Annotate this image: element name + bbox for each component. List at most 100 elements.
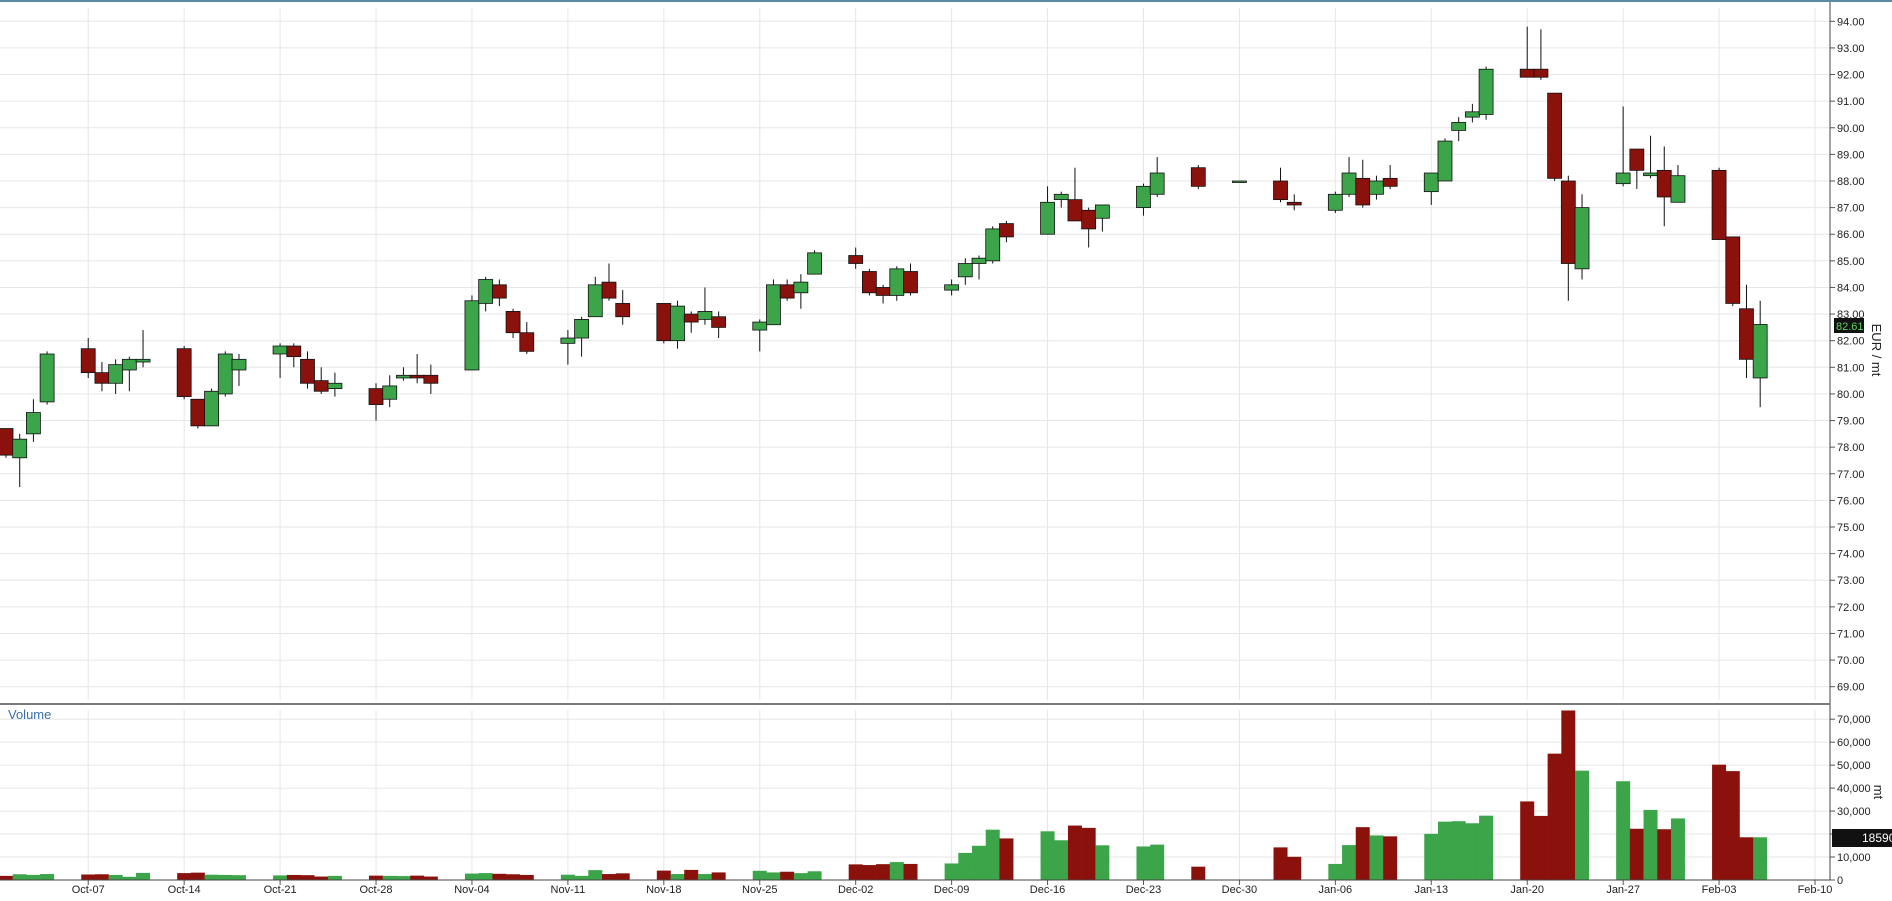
candle-up [944, 284, 960, 291]
candle-down [615, 303, 631, 318]
candle-up [1643, 172, 1658, 177]
candle-up [121, 358, 137, 371]
candle-up [574, 318, 589, 339]
volume-bar [108, 874, 123, 880]
volume-bar [780, 871, 795, 880]
candle-down [94, 372, 110, 384]
x-tick-label: Oct-21 [264, 884, 297, 896]
candle-down [1355, 177, 1371, 206]
price-candles [0, 26, 1768, 488]
candle-down [491, 284, 507, 299]
x-tick-label: Nov-04 [454, 884, 489, 896]
candle-down [1711, 169, 1727, 240]
price-tick-label: 71.00 [1837, 628, 1865, 640]
candle-down [1725, 236, 1741, 304]
volume-bar [1067, 825, 1082, 880]
candle-down [286, 345, 302, 358]
candle-down [711, 316, 727, 328]
volume-tick-label: 40,000 [1837, 783, 1871, 795]
volume-bar [0, 875, 13, 880]
volume-bar [848, 864, 863, 880]
y-axis-label: EUR / mt [1869, 324, 1884, 377]
x-tick-label: Jan-20 [1510, 884, 1544, 896]
candle-up [1136, 185, 1151, 209]
candle-down [0, 428, 14, 456]
candle-down [999, 223, 1014, 238]
x-tick-label: Feb-10 [1798, 884, 1833, 896]
volume-bar [602, 874, 616, 880]
last-volume-badge [1832, 829, 1892, 847]
candle-up [272, 345, 288, 355]
candle-down [1560, 180, 1576, 264]
candle-down [368, 388, 384, 405]
candle-down [1382, 177, 1398, 187]
candle-up [752, 321, 768, 331]
candle-up [1437, 140, 1453, 182]
volume-tick-label: 10,000 [1837, 852, 1871, 864]
price-tick-label: 82.00 [1837, 336, 1865, 348]
volume-tick-label: 70,000 [1837, 714, 1871, 726]
volume-bar [26, 874, 41, 880]
volume-tick-label: 30,000 [1837, 806, 1871, 818]
volume-bar [1437, 821, 1452, 880]
x-tick-label: Nov-18 [646, 884, 681, 896]
x-tick-label: Dec-02 [838, 884, 873, 896]
price-tick-label: 69.00 [1837, 682, 1865, 694]
candle-up [1478, 68, 1494, 115]
candle-up [1451, 122, 1467, 131]
price-tick-label: 94.00 [1837, 16, 1865, 28]
volume-bar [286, 874, 301, 880]
candle-down [1519, 68, 1535, 78]
candle-up [217, 353, 233, 395]
panel-separator [0, 703, 1830, 705]
price-tick-label: 87.00 [1837, 203, 1865, 215]
candle-up [382, 385, 398, 400]
x-tick-label: Nov-11 [551, 884, 586, 896]
candle-up [1149, 172, 1165, 195]
candle-up [1423, 172, 1439, 193]
volume-bar [711, 872, 726, 880]
price-tick-label: 86.00 [1837, 229, 1865, 241]
candle-down [1081, 209, 1097, 230]
volume-bar [944, 863, 959, 880]
candle-down [1190, 167, 1206, 187]
candle-down [80, 348, 96, 374]
candle-down [1739, 308, 1754, 360]
volume-bar [1616, 781, 1631, 880]
candle-up [1464, 111, 1480, 118]
volume-axis-label: mt [1871, 785, 1886, 800]
volume-bar [1424, 833, 1439, 880]
candle-up [889, 268, 905, 296]
x-tick-label: Dec-16 [1030, 884, 1065, 896]
candle-down [861, 271, 877, 294]
candle-up [26, 412, 41, 435]
candle-up [1670, 175, 1686, 203]
volume-bar [94, 874, 109, 880]
volume-bar [1465, 823, 1480, 880]
volume-bar [1040, 831, 1055, 880]
top-border [0, 0, 1892, 2]
volume-bar [382, 875, 397, 880]
volume-bar [903, 863, 918, 880]
candle-down [1547, 92, 1563, 179]
volume-bar [958, 852, 973, 880]
volume-bar [1657, 829, 1672, 880]
volume-bar [1287, 856, 1302, 880]
volume-bar [506, 874, 521, 880]
price-tick-label: 78.00 [1837, 442, 1865, 454]
candle-up [670, 305, 685, 342]
x-tick-label: Dec-09 [934, 884, 969, 896]
price-tick-label: 77.00 [1837, 469, 1865, 481]
candle-down [176, 348, 192, 397]
price-tick-label: 79.00 [1837, 416, 1865, 428]
volume-bar [1136, 846, 1151, 880]
volume-bar [177, 873, 192, 880]
volume-bar [1520, 801, 1535, 880]
volume-bar [889, 862, 904, 880]
volume-bar [300, 875, 315, 880]
volume-bar [190, 872, 205, 880]
x-tick-label: Jan-27 [1606, 884, 1640, 896]
volume-panel-title: Volume [8, 707, 52, 722]
